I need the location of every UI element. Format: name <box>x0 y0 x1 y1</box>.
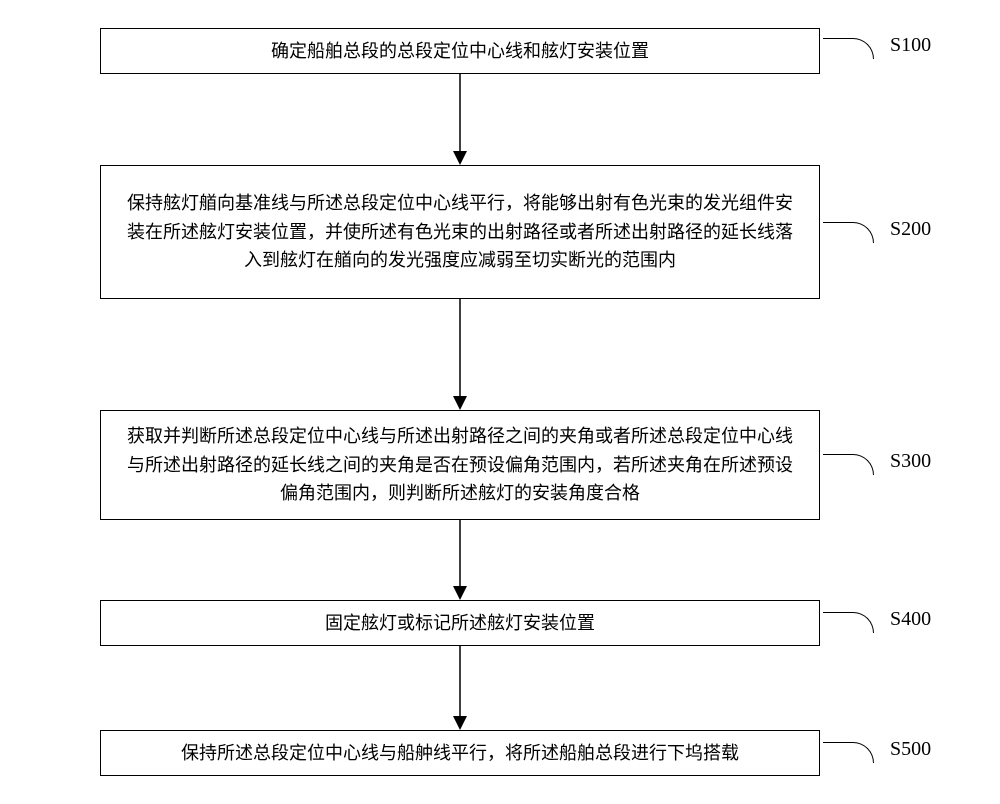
flowchart-step-label: S500 <box>890 738 931 761</box>
flowchart-step-box: 固定舷灯或标记所述舷灯安装位置 <box>100 600 820 646</box>
label-connector-curve <box>823 38 874 59</box>
flowchart-step-label: S100 <box>890 34 931 57</box>
flowchart-step-box: 保持所述总段定位中心线与船舯线平行，将所述船舶总段进行下坞搭载 <box>100 730 820 776</box>
flowchart-step-text: 保持舷灯艏向基准线与所述总段定位中心线平行，将能够出射有色光束的发光组件安装在所… <box>119 189 801 275</box>
flowchart-step-label: S300 <box>890 450 931 473</box>
flowchart-step-text: 保持所述总段定位中心线与船舯线平行，将所述船舶总段进行下坞搭载 <box>181 739 739 768</box>
flowchart-step-box: 保持舷灯艏向基准线与所述总段定位中心线平行，将能够出射有色光束的发光组件安装在所… <box>100 165 820 299</box>
flowchart-arrow <box>450 646 470 730</box>
label-connector-curve <box>823 612 874 633</box>
label-connector-curve <box>823 742 874 763</box>
flowchart-step-label: S400 <box>890 608 931 631</box>
flowchart-arrow <box>450 299 470 410</box>
label-connector-curve <box>823 454 874 475</box>
flowchart-step-text: 固定舷灯或标记所述舷灯安装位置 <box>325 609 595 638</box>
label-connector-curve <box>823 222 874 243</box>
flowchart-arrow <box>450 520 470 600</box>
flowchart-step-text: 获取并判断所述总段定位中心线与所述出射路径之间的夹角或者所述总段定位中心线与所述… <box>119 422 801 508</box>
flowchart-step-label: S200 <box>890 218 931 241</box>
flowchart-step-box: 确定船舶总段的总段定位中心线和舷灯安装位置 <box>100 28 820 74</box>
flowchart-container: 确定船舶总段的总段定位中心线和舷灯安装位置 S100 保持舷灯艏向基准线与所述总段定… <box>20 20 980 784</box>
flowchart-arrow <box>450 74 470 165</box>
flowchart-step-box: 获取并判断所述总段定位中心线与所述出射路径之间的夹角或者所述总段定位中心线与所述… <box>100 410 820 520</box>
flowchart-step-text: 确定船舶总段的总段定位中心线和舷灯安装位置 <box>271 37 649 66</box>
